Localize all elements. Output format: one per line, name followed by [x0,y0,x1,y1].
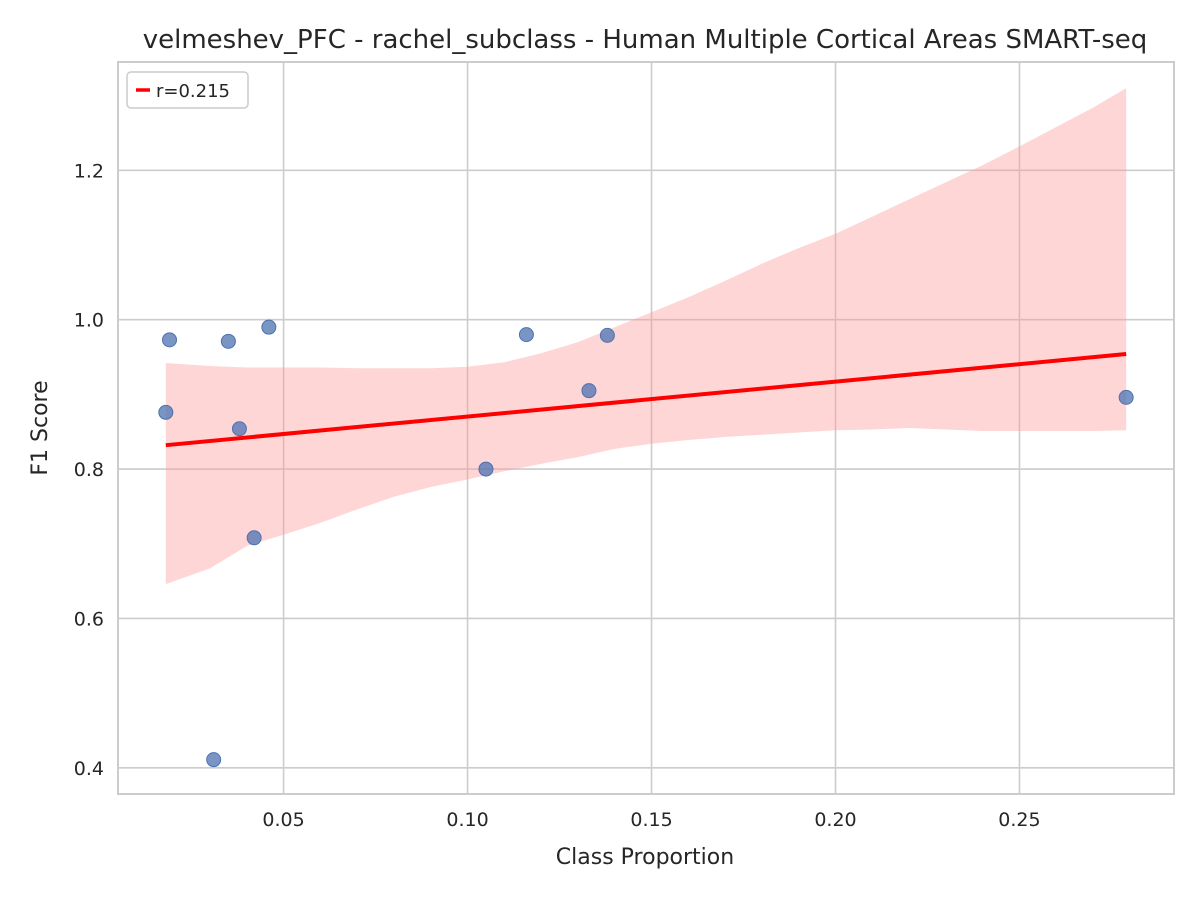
scatter-point [220,333,236,349]
y-tick-label: 0.6 [74,608,104,630]
scatter-point [162,332,178,348]
scatter-point [231,421,247,437]
plot-area: 0.05 0.10 0.15 0.20 0.25 0.4 0.6 0.8 1.0 1.2 [74,61,1175,831]
y-tick-label: 0.8 [74,459,104,481]
legend-label: r=0.215 [156,81,230,102]
confidence-band [165,88,1127,585]
y-axis-label: F1 Score [28,380,53,475]
x-tick-label: 0.15 [630,809,672,831]
y-tick-label: 1.2 [74,160,104,182]
scatter-point [1118,389,1134,405]
legend-box [126,71,249,109]
plot-frame [117,61,1175,795]
scatter-point [261,319,277,335]
scatter-point [581,383,597,399]
x-tick-label: 0.25 [998,809,1040,831]
scatter-point [478,461,494,477]
chart-title: velmeshev_PFC - rachel_subclass - Human … [143,25,1148,55]
scatter-point [158,404,174,420]
scatter-point [246,530,262,546]
legend: r=0.215 [126,71,249,109]
y-tick-label: 0.4 [74,758,104,780]
x-tick-label: 0.20 [814,809,856,831]
regression-line [165,352,1127,448]
scatter-point [518,327,534,343]
y-tick-label: 1.0 [74,310,104,332]
x-axis-label: Class Proportion [556,845,734,870]
x-tick-label: 0.10 [446,809,488,831]
x-tick-label: 0.05 [262,809,304,831]
scatter-point [206,752,222,768]
scatter-point [599,327,615,343]
